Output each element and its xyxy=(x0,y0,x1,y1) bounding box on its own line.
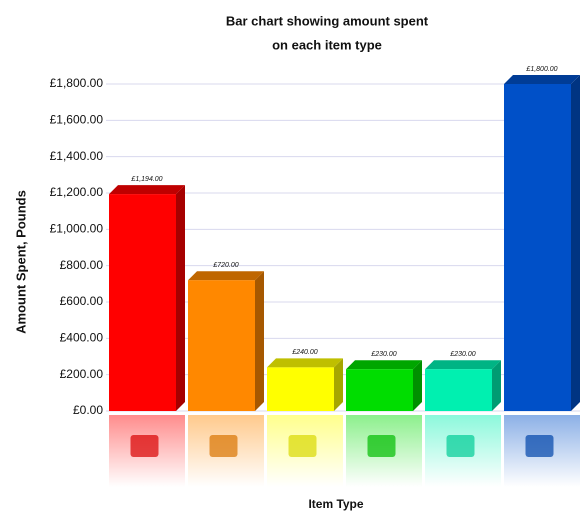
y-tick-label: £1,400.00 xyxy=(50,149,104,163)
y-tick-label: £1,000.00 xyxy=(50,222,104,236)
bar-top xyxy=(346,360,422,370)
value-label: £230.00 xyxy=(449,351,475,358)
item-icon xyxy=(525,435,554,457)
bar xyxy=(267,367,334,411)
value-label: £230.00 xyxy=(370,351,396,358)
item-icon xyxy=(446,435,475,457)
item-icon xyxy=(209,435,238,457)
y-tick-label: £800.00 xyxy=(60,258,104,272)
chart-title: on each item type xyxy=(272,37,382,52)
value-label: £1,800.00 xyxy=(525,66,557,73)
bar xyxy=(188,280,255,411)
bar-top xyxy=(267,358,343,368)
bar-top xyxy=(425,360,501,370)
bar-side xyxy=(413,360,422,411)
value-label: £720.00 xyxy=(212,262,238,269)
value-label: £1,194.00 xyxy=(130,176,162,183)
y-tick-label: £0.00 xyxy=(73,403,103,417)
bar xyxy=(109,194,176,411)
bar-side xyxy=(334,358,343,411)
y-tick-label: £1,600.00 xyxy=(50,113,104,127)
bar-top xyxy=(504,75,580,84)
bar xyxy=(425,369,492,411)
bar xyxy=(504,84,571,411)
y-axis-label: Amount Spent, Pounds xyxy=(13,190,28,334)
bar-top xyxy=(109,185,185,195)
bar-side xyxy=(255,271,264,411)
bar-side xyxy=(571,75,580,411)
chart-title: Bar chart showing amount spent xyxy=(226,13,429,28)
item-icon xyxy=(367,435,396,457)
y-tick-label: £200.00 xyxy=(60,367,104,381)
bar-side xyxy=(176,185,185,411)
bar-side xyxy=(492,360,501,411)
y-tick-label: £400.00 xyxy=(60,331,104,345)
y-tick-label: £1,800.00 xyxy=(50,76,104,90)
value-label: £240.00 xyxy=(291,349,317,356)
item-icon xyxy=(130,435,159,457)
y-tick-label: £1,200.00 xyxy=(50,185,104,199)
item-icon xyxy=(288,435,317,457)
x-axis-label: Item Type xyxy=(308,497,363,511)
bar xyxy=(346,369,413,411)
y-tick-label: £600.00 xyxy=(60,294,104,308)
bar-top xyxy=(188,271,264,281)
